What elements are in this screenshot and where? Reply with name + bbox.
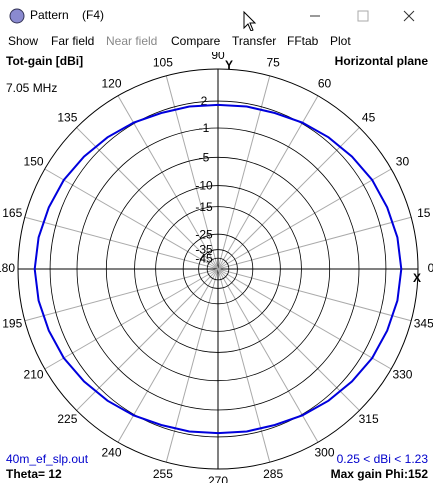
- theta: Theta= 12: [6, 467, 62, 481]
- menu-item: Near field: [106, 34, 158, 48]
- angle-label: 315: [359, 412, 379, 426]
- angle-label: 285: [263, 467, 283, 481]
- grid-ring: [198, 249, 238, 289]
- grid-ring: [155, 206, 281, 332]
- frequency: 7.05 MHz: [6, 81, 57, 95]
- mouse-cursor: [243, 10, 257, 31]
- pattern-curve: [33, 103, 403, 435]
- angle-label: 15: [417, 206, 431, 220]
- axis-label: X: [413, 271, 421, 285]
- spoke: [44, 168, 219, 270]
- angle-label: 255: [153, 467, 173, 481]
- ring-label: 2: [201, 94, 208, 108]
- spoke: [217, 268, 392, 370]
- spoke: [24, 268, 219, 322]
- angle-label: 150: [24, 155, 44, 169]
- spoke: [217, 95, 319, 270]
- angle-label: 120: [101, 77, 121, 91]
- spoke: [217, 268, 271, 463]
- angle-label: 300: [314, 446, 334, 460]
- angle-label: 135: [57, 111, 77, 125]
- max-gain: Max gain Phi:152: [331, 467, 429, 481]
- ring-label: -35: [195, 243, 213, 257]
- spoke: [117, 268, 219, 443]
- grid-ring: [76, 127, 360, 411]
- angle-label: 75: [266, 55, 280, 69]
- chart-subtitle: Horizontal plane: [335, 54, 429, 68]
- title-bar: Pattern (F4): [0, 0, 433, 31]
- angle-label: 225: [57, 412, 77, 426]
- angle-label: 195: [2, 316, 22, 330]
- spoke: [217, 216, 412, 270]
- angle-label: 45: [362, 111, 376, 125]
- angle-label: 90: [211, 52, 225, 62]
- maximize-button[interactable]: [357, 10, 369, 22]
- gain-range: 0.25 < dBi < 1.23: [337, 452, 429, 466]
- spoke: [165, 75, 219, 270]
- angle-label: 180: [0, 261, 15, 275]
- spoke: [44, 268, 219, 370]
- spoke: [165, 268, 219, 463]
- ring-label: -45: [195, 251, 213, 265]
- ring-label: -5: [199, 150, 210, 164]
- menu-item[interactable]: Transfer: [232, 34, 277, 48]
- ring-label: -15: [195, 200, 213, 214]
- menu-item[interactable]: Plot: [330, 34, 351, 48]
- menu-item[interactable]: Show: [8, 34, 39, 48]
- angle-label: 345: [414, 316, 433, 330]
- ring-label: -10: [195, 179, 213, 193]
- spoke: [76, 127, 219, 270]
- chart-title: Tot-gain [dBi]: [6, 54, 83, 68]
- spoke: [217, 75, 271, 270]
- angle-label: 270: [208, 474, 228, 483]
- angle-label: 105: [153, 55, 173, 69]
- spoke: [76, 268, 219, 411]
- grid-ring: [134, 185, 302, 353]
- angle-label: 0: [428, 261, 433, 275]
- spoke: [217, 127, 360, 270]
- menu-bar: Show Far field Near field Compare Transf…: [0, 31, 433, 52]
- spoke: [217, 268, 412, 322]
- grid-ring: [105, 156, 331, 382]
- axis-label: Y: [225, 58, 233, 72]
- ring-label: -1: [199, 121, 210, 135]
- file-name: 40m_ef_slp.out: [6, 452, 89, 466]
- angle-label: 240: [101, 446, 121, 460]
- spoke: [117, 95, 219, 270]
- angle-label: 330: [392, 368, 412, 382]
- angle-label: 30: [396, 155, 410, 169]
- close-button[interactable]: [403, 10, 415, 22]
- angle-label: 165: [2, 206, 22, 220]
- angle-label: 210: [24, 368, 44, 382]
- angle-label: 60: [318, 77, 332, 91]
- window-chrome: [9, 8, 415, 31]
- menu-item[interactable]: Far field: [51, 34, 95, 48]
- menu-item[interactable]: Compare: [171, 34, 221, 48]
- grid-ring: [182, 233, 254, 305]
- spoke: [217, 268, 360, 411]
- outer-ring: [17, 68, 419, 470]
- grid-ring: [49, 100, 387, 438]
- spoke: [24, 216, 219, 270]
- grid-ring: [206, 257, 230, 281]
- menu-item[interactable]: FFtab: [287, 34, 319, 48]
- spoke: [217, 268, 319, 443]
- spoke: [217, 168, 392, 270]
- ring-label: -25: [195, 227, 213, 241]
- app-icon: [9, 8, 25, 24]
- window-title: Pattern (F4): [30, 8, 105, 22]
- polar-chart: 0153045607590105120135150165180195210225…: [0, 52, 433, 483]
